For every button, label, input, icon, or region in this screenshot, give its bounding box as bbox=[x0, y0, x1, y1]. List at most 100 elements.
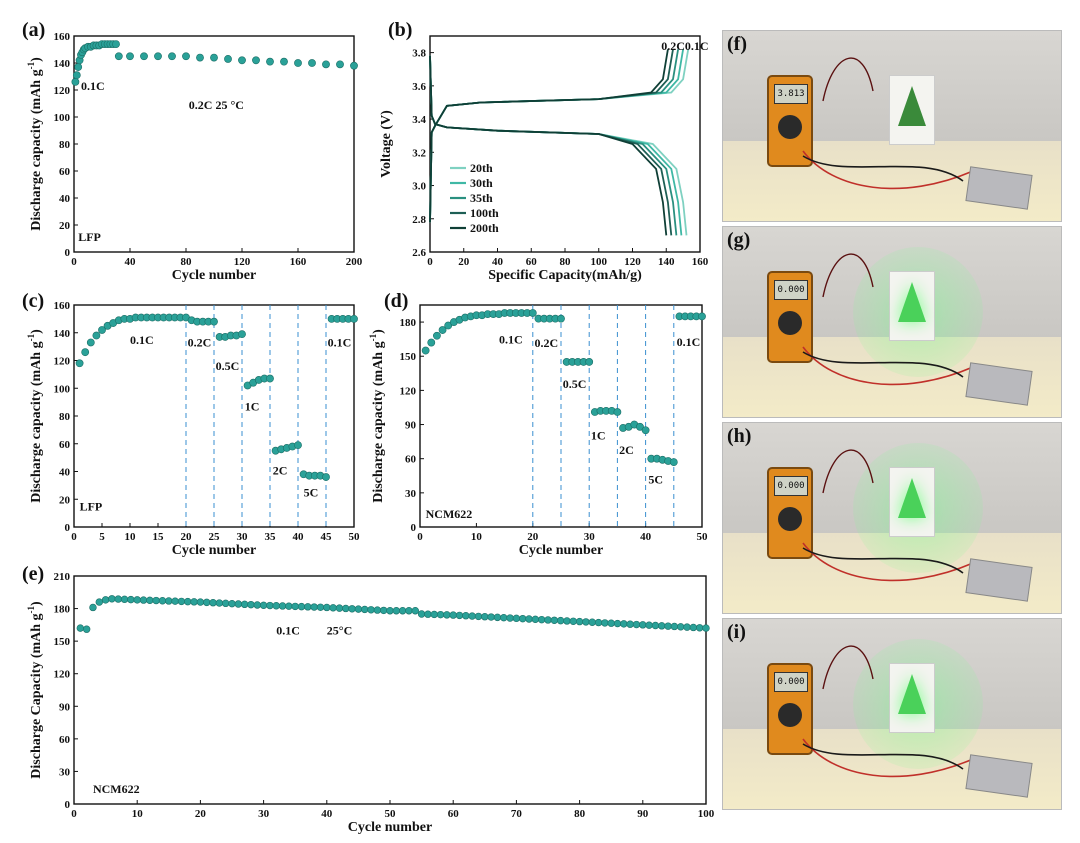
data-point bbox=[101, 596, 110, 604]
data-point bbox=[455, 611, 464, 620]
data-point bbox=[190, 598, 198, 606]
data-point bbox=[348, 605, 356, 613]
data-point bbox=[544, 616, 552, 624]
x-axis-label: Cycle number bbox=[172, 268, 256, 283]
data-point bbox=[350, 61, 358, 70]
data-point bbox=[182, 52, 190, 61]
data-point bbox=[462, 612, 470, 620]
x-tick-label: 50 bbox=[349, 531, 361, 543]
y-tick-label: 2.6 bbox=[412, 247, 426, 259]
x-tick-label: 20 bbox=[527, 531, 539, 543]
annotation: 0.2C bbox=[534, 336, 558, 350]
data-point bbox=[127, 595, 135, 604]
wires bbox=[802, 449, 1033, 602]
data-point bbox=[133, 596, 141, 604]
x-tick-label: 160 bbox=[290, 256, 307, 268]
data-point bbox=[114, 52, 123, 61]
y-tick-label: 20 bbox=[59, 220, 71, 232]
data-point bbox=[392, 607, 401, 615]
data-point bbox=[221, 599, 230, 608]
y-tick-label: 0 bbox=[65, 247, 71, 259]
data-point bbox=[519, 614, 527, 623]
data-point bbox=[506, 614, 514, 622]
multimeter: 0.000 bbox=[767, 467, 813, 559]
y-tick-label: 60 bbox=[59, 166, 71, 178]
data-point bbox=[92, 331, 101, 340]
black-wire bbox=[802, 547, 964, 574]
data-point bbox=[373, 606, 382, 614]
data-point bbox=[417, 610, 426, 618]
annotation: LFP bbox=[80, 499, 103, 513]
data-point bbox=[607, 619, 615, 627]
data-point bbox=[112, 40, 120, 48]
y-tick-label: 160 bbox=[54, 31, 71, 43]
data-point bbox=[379, 606, 388, 615]
y-tick-label: 60 bbox=[59, 439, 71, 451]
data-point bbox=[550, 616, 559, 624]
y-tick-label: 100 bbox=[54, 112, 71, 124]
red-wire bbox=[802, 346, 974, 386]
data-point bbox=[525, 615, 533, 623]
data-point bbox=[234, 600, 243, 608]
data-point bbox=[81, 348, 90, 357]
x-axis-label: Cycle number bbox=[519, 543, 603, 558]
data-point bbox=[481, 613, 489, 621]
data-point bbox=[601, 619, 609, 627]
annotation: NCM622 bbox=[426, 507, 473, 521]
y-tick-label: 160 bbox=[54, 300, 71, 312]
data-point bbox=[438, 326, 447, 334]
x-tick-label: 50 bbox=[697, 531, 709, 543]
data-point bbox=[335, 604, 344, 612]
y-tick-label: 180 bbox=[54, 604, 71, 616]
data-point bbox=[72, 71, 81, 80]
data-point bbox=[427, 338, 436, 347]
data-point bbox=[354, 605, 363, 613]
data-point bbox=[322, 473, 330, 481]
data-point bbox=[670, 622, 679, 631]
annotation: 2C bbox=[273, 463, 288, 477]
data-point bbox=[165, 597, 173, 605]
x-tick-label: 30 bbox=[584, 531, 596, 543]
data-point bbox=[444, 321, 453, 330]
legend-label: 20th bbox=[470, 161, 493, 175]
charge-curve bbox=[429, 49, 690, 223]
panel-label: (d) bbox=[384, 290, 408, 312]
y-tick-label: 180 bbox=[400, 317, 417, 329]
y-tick-label: 40 bbox=[59, 193, 71, 205]
wires bbox=[802, 253, 1033, 406]
wires bbox=[802, 57, 1033, 210]
photo-label: (h) bbox=[727, 425, 752, 447]
plot-frame bbox=[73, 35, 355, 253]
black-wire bbox=[802, 743, 964, 770]
data-point bbox=[76, 624, 85, 632]
data-point bbox=[443, 611, 451, 619]
data-point bbox=[487, 613, 495, 621]
data-point bbox=[493, 613, 502, 622]
y-tick-label: 0 bbox=[411, 522, 417, 534]
panel-label: (a) bbox=[22, 19, 45, 41]
x-tick-label: 35 bbox=[265, 531, 277, 543]
x-tick-label: 40 bbox=[293, 531, 305, 543]
data-point bbox=[433, 331, 441, 340]
photo-label: (i) bbox=[727, 621, 746, 643]
data-point bbox=[329, 604, 337, 612]
x-tick-label: 30 bbox=[258, 808, 270, 820]
x-tick-label: 40 bbox=[492, 256, 504, 268]
legend-label: 35th bbox=[470, 191, 493, 205]
data-point bbox=[658, 622, 666, 630]
data-point bbox=[86, 338, 95, 347]
data-point bbox=[196, 53, 204, 62]
multimeter: 3.813 bbox=[767, 75, 813, 167]
y-tick-label: 140 bbox=[54, 58, 71, 70]
y-tick-label: 0 bbox=[65, 799, 71, 811]
data-point bbox=[215, 599, 224, 607]
x-tick-label: 10 bbox=[471, 531, 483, 543]
data-point bbox=[152, 596, 160, 605]
annotation: 1C bbox=[245, 399, 260, 413]
data-point bbox=[361, 605, 369, 614]
wires bbox=[802, 645, 1033, 798]
photo-label: (f) bbox=[727, 33, 747, 55]
pouch-cell bbox=[965, 362, 1033, 406]
photo-f: 3.813 (f) bbox=[722, 30, 1062, 222]
charge-curve bbox=[429, 49, 684, 223]
